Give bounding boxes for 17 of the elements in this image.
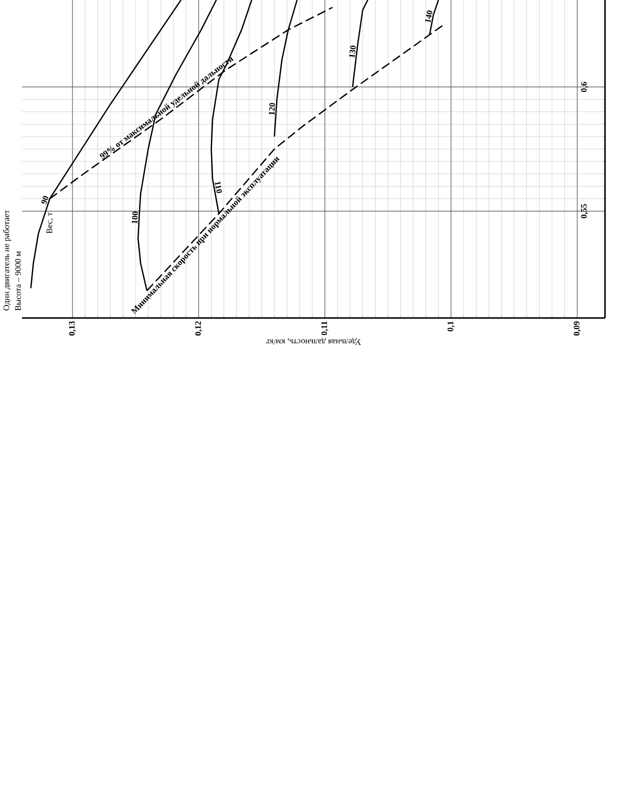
text: 130 xyxy=(349,46,356,58)
text: 120 xyxy=(268,102,276,115)
x-tick-label: 0,09 xyxy=(574,321,581,336)
y-tick-label: 0,55 xyxy=(581,204,588,218)
text: 100 xyxy=(132,212,138,224)
x-axis-title: Удельная дальность, км/кг xyxy=(266,338,361,345)
x-tick-label: 0,12 xyxy=(195,321,202,336)
y-tick-label: 0,6 xyxy=(581,82,588,92)
text: Высота – 9000 м xyxy=(15,251,21,311)
x-tick-label: 0,1 xyxy=(448,321,455,332)
text: 140 xyxy=(425,10,432,23)
x-tick-label: 0,11 xyxy=(321,321,328,336)
annotation: Вес, т xyxy=(46,212,54,234)
text: Один двигатель не работает xyxy=(3,210,11,310)
text: 110 xyxy=(214,182,222,194)
text: 90 xyxy=(41,196,48,204)
x-tick-label: 0,13 xyxy=(69,321,76,336)
